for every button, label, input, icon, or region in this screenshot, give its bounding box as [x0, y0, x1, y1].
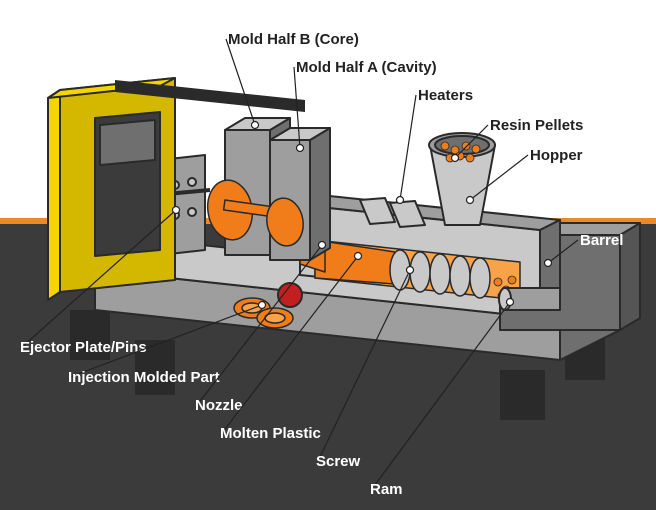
label-ejector: Ejector Plate/Pins [20, 339, 147, 356]
label-hopper: Hopper [530, 147, 583, 164]
injection-molding-diagram: Mold Half B (Core) Mold Half A (Cavity) He… [0, 0, 656, 510]
label-heaters: Heaters [418, 87, 473, 104]
label-screw: Screw [316, 453, 361, 470]
label-barrel: Barrel [580, 232, 623, 249]
label-ram: Ram [370, 481, 403, 498]
label-resin: Resin Pellets [490, 117, 583, 134]
label-moldA: Mold Half A (Cavity) [296, 59, 437, 76]
label-moldB: Mold Half B (Core) [228, 31, 359, 48]
label-molten: Molten Plastic [220, 425, 321, 442]
label-nozzle: Nozzle [195, 397, 243, 414]
label-part: Injection Molded Part [68, 369, 220, 386]
